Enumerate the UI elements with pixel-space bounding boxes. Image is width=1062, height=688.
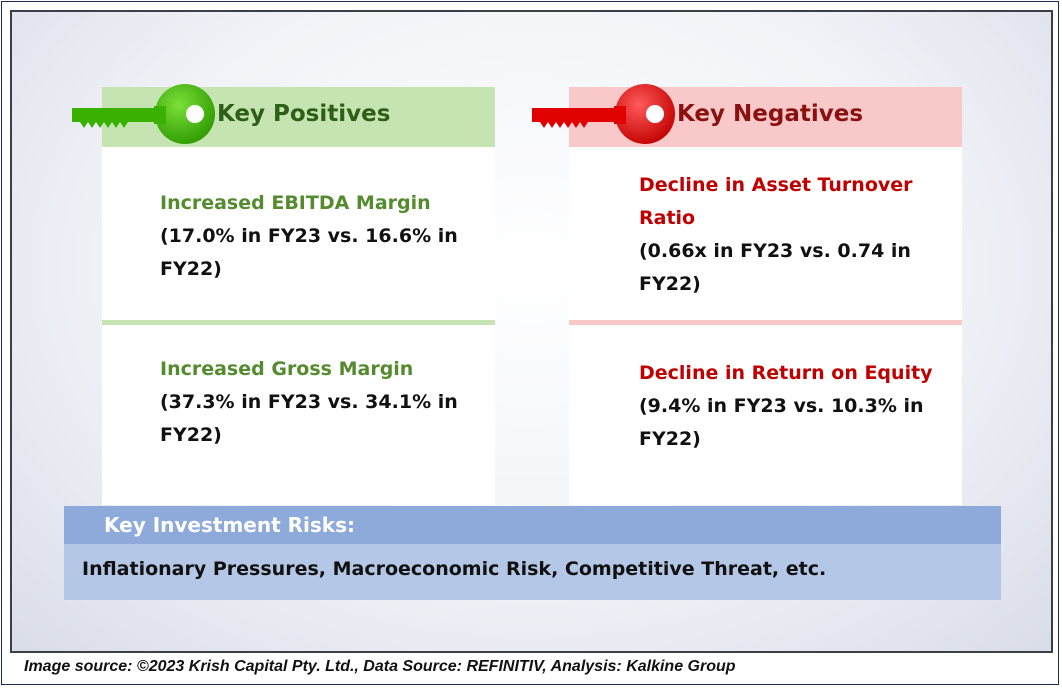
key-negatives-column: Key Negatives Decline in Asset Turnover … [569,87,962,505]
positive-divider [102,320,495,325]
negative-1-detail: (0.66x in FY23 vs. 0.74 in FY22) [639,240,911,295]
negative-2-title: Decline in Return on Equity [639,362,933,384]
positive-card-2: Increased Gross Margin (37.3% in FY23 vs… [102,325,495,505]
negative-divider [569,320,962,325]
negative-1-title: Decline in Asset Turnover Ratio [639,174,913,229]
positive-1-title: Increased EBITDA Margin [160,192,431,214]
risks-text: Inflationary Pressures, Macroeconomic Ri… [82,558,827,580]
risks-body: Inflationary Pressures, Macroeconomic Ri… [64,544,1001,600]
risks-title: Key Investment Risks: [104,513,355,537]
risks-header: Key Investment Risks: [64,506,1001,544]
key-positives-title: Key Positives [217,101,391,127]
red-key-icon [532,84,675,144]
negative-2-detail: (9.4% in FY23 vs. 10.3% in FY22) [639,395,924,450]
key-negatives-title: Key Negatives [677,101,864,127]
key-positives-column: Key Positives Increased EBITDA Margin (1… [102,87,495,505]
image-source-footer: Image source: ©2023 Krish Capital Pty. L… [24,658,736,675]
negative-card-1: Decline in Asset Turnover Ratio (0.66x i… [569,147,962,320]
positive-2-detail: (37.3% in FY23 vs. 34.1% in FY22) [160,391,458,446]
positive-2-title: Increased Gross Margin [160,358,414,380]
positive-card-1: Increased EBITDA Margin (17.0% in FY23 v… [102,147,495,320]
negative-card-2: Decline in Return on Equity (9.4% in FY2… [569,325,962,505]
green-key-icon [72,84,215,144]
key-investment-risks: Key Investment Risks: Inflationary Press… [64,506,1001,600]
positive-1-detail: (17.0% in FY23 vs. 16.6% in FY22) [160,225,458,280]
